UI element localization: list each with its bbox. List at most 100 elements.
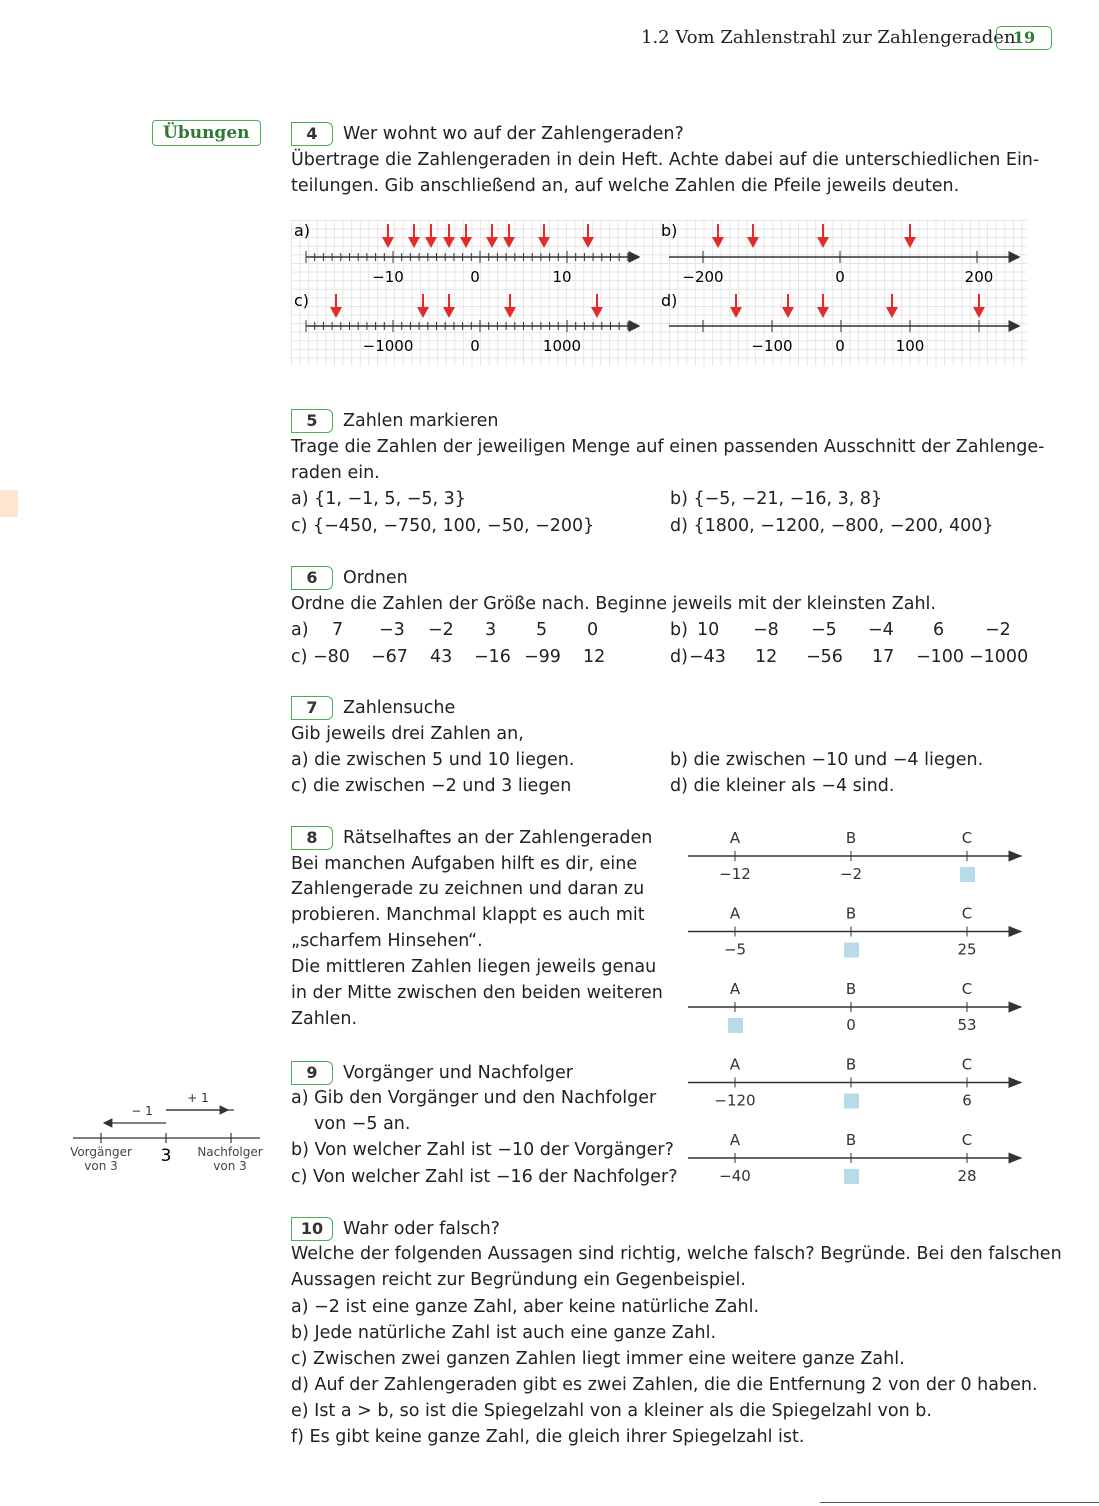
point-letter: B bbox=[846, 829, 856, 847]
point-value: 53 bbox=[957, 1016, 976, 1034]
order-value: −100 bbox=[916, 647, 965, 667]
missing-value-box[interactable] bbox=[844, 1169, 859, 1184]
diagram-c-label: c) bbox=[294, 291, 309, 310]
order-value: 17 bbox=[872, 647, 895, 667]
order-value: 5 bbox=[536, 620, 548, 640]
order-value: 12 bbox=[583, 647, 606, 667]
line-a-arrows bbox=[382, 224, 594, 248]
exercise-8-line: Zahlen. bbox=[291, 1009, 358, 1029]
point-letter: C bbox=[962, 905, 972, 923]
red-arrow-head bbox=[904, 237, 916, 248]
statement-c: c) Zwischen zwei ganzen Zahlen liegt imm… bbox=[291, 1349, 905, 1369]
line-d-ticks bbox=[702, 320, 980, 332]
order-value: −43 bbox=[689, 647, 726, 667]
point-value: 28 bbox=[957, 1167, 976, 1185]
statement-b: b) Jede natürliche Zahl ist auch eine ga… bbox=[291, 1323, 717, 1343]
exercise-9-a-cont: von −5 an. bbox=[314, 1114, 411, 1134]
line-a-tick-label: 0 bbox=[470, 268, 480, 286]
exercise-4-title: Wer wohnt wo auf der Zahlengeraden? bbox=[343, 124, 684, 144]
red-arrow-head bbox=[973, 307, 985, 318]
red-arrow-head bbox=[503, 237, 515, 248]
red-arrow-head bbox=[443, 237, 455, 248]
order-value: −2 bbox=[428, 620, 454, 640]
exercise-4-number: 4 bbox=[291, 122, 333, 146]
missing-value-box[interactable] bbox=[844, 942, 859, 958]
line-a-tick-label: −10 bbox=[372, 268, 404, 286]
exercise-9-a: a) Gib den Vorgänger und den Nachfolger bbox=[291, 1088, 657, 1108]
red-arrow-head bbox=[591, 307, 603, 318]
exercise-5-line-1: Trage die Zahlen der jeweiligen Menge au… bbox=[291, 437, 1045, 457]
exercise-9-b: b) Von welcher Zahl ist −10 der Vorgänge… bbox=[291, 1140, 674, 1160]
margin-marker bbox=[0, 490, 18, 517]
number-line-grid: a) −10 0 10 b) −200 0 200 c) −1000 0 100… bbox=[291, 220, 1027, 366]
exercise-5-line-2: raden ein. bbox=[291, 463, 380, 483]
red-arrow-head bbox=[817, 237, 829, 248]
red-arrow-head bbox=[382, 237, 394, 248]
missing-value-box[interactable] bbox=[960, 867, 975, 882]
exercise-8-number: 8 bbox=[291, 826, 333, 850]
exercise-8-line: Die mittleren Zahlen liegen jeweils gena… bbox=[291, 957, 657, 977]
successor-label: Nachfolger bbox=[197, 1145, 262, 1159]
missing-value-box[interactable] bbox=[844, 1093, 859, 1109]
red-arrow-head bbox=[408, 237, 420, 248]
exercise-8-line: probieren. Manchmal klappt es auch mit bbox=[291, 905, 645, 925]
red-arrow-head bbox=[486, 237, 498, 248]
exercise-7-b: b) die zwischen −10 und −4 liegen. bbox=[670, 750, 984, 770]
point-value: −5 bbox=[724, 941, 746, 959]
exercise-8-line: Bei manchen Aufgaben hilft es dir, eine bbox=[291, 854, 638, 874]
point-letter: C bbox=[962, 980, 972, 998]
plus-one-label: + 1 bbox=[187, 1091, 209, 1105]
footer-rule bbox=[820, 1502, 1099, 1503]
line-d-arrows bbox=[730, 294, 985, 318]
exercise-7-d: d) die kleiner als −4 sind. bbox=[670, 776, 895, 796]
exercise-7-c: c) die zwischen −2 und 3 liegen bbox=[291, 776, 572, 796]
chapter-title: 1.2 Vom Zahlenstrahl zur Zahlengeraden bbox=[641, 27, 1016, 48]
center-number: 3 bbox=[161, 1146, 172, 1166]
red-arrow-head bbox=[886, 307, 898, 318]
line-a-tick-label: 10 bbox=[552, 268, 571, 286]
point-letter: B bbox=[846, 905, 856, 923]
order-value: 6 bbox=[933, 620, 945, 640]
red-arrow-head bbox=[538, 237, 550, 248]
point-letter: A bbox=[730, 980, 741, 998]
order-value: −56 bbox=[806, 647, 843, 667]
line-b-ticks bbox=[702, 251, 978, 263]
red-arrow-head bbox=[582, 237, 594, 248]
exercise-9-c: c) Von welcher Zahl ist −16 der Nachfolg… bbox=[291, 1167, 678, 1187]
red-arrow-head bbox=[504, 307, 516, 318]
order-value: −8 bbox=[753, 620, 779, 640]
order-value: 43 bbox=[430, 647, 453, 667]
riddle-line: A B 0 C 53 bbox=[688, 980, 1023, 1034]
line-c-tick-label: 1000 bbox=[543, 337, 581, 355]
riddle-line: A −5 B C 25 bbox=[688, 905, 1023, 959]
exercise-10-number: 10 bbox=[291, 1217, 333, 1241]
exercise-6-b-label: b) bbox=[670, 620, 688, 640]
point-letter: A bbox=[730, 1131, 741, 1149]
red-arrow-head bbox=[747, 237, 759, 248]
minus-one-label: − 1 bbox=[131, 1104, 153, 1118]
statement-f: f) Es gibt keine ganze Zahl, die gleich … bbox=[291, 1427, 805, 1447]
red-arrow-head bbox=[417, 307, 429, 318]
point-letter: B bbox=[846, 1056, 856, 1074]
order-value: −80 bbox=[313, 647, 350, 667]
predecessor-successor-figure: + 1 − 1 3 Vorgänger von 3 Nachfolger von… bbox=[68, 1088, 268, 1178]
exercise-6-c-label: c) bbox=[291, 647, 308, 667]
point-letter: B bbox=[846, 980, 856, 998]
predecessor-label-2: von 3 bbox=[84, 1159, 118, 1173]
exercise-7-title: Zahlensuche bbox=[343, 698, 456, 718]
order-value: 12 bbox=[755, 647, 778, 667]
statement-a: a) −2 ist eine ganze Zahl, aber keine na… bbox=[291, 1297, 760, 1317]
line-c-tick-label: 0 bbox=[470, 337, 480, 355]
red-arrow-head bbox=[730, 307, 742, 318]
line-b-arrows bbox=[712, 224, 916, 248]
riddle-line: A −40 B C 28 bbox=[688, 1131, 1023, 1185]
exercise-10-line-1: Welche der folgenden Aussagen sind richt… bbox=[291, 1244, 1062, 1264]
line-d-tick-label: 0 bbox=[835, 337, 845, 355]
red-arrow-head bbox=[817, 307, 829, 318]
order-value: −67 bbox=[371, 647, 408, 667]
missing-value-box[interactable] bbox=[728, 1018, 743, 1033]
red-arrow-head bbox=[782, 307, 794, 318]
order-value: 0 bbox=[587, 620, 599, 640]
page-number: 19 bbox=[996, 26, 1052, 50]
riddle-line: A −120 B C 6 bbox=[688, 1056, 1023, 1110]
